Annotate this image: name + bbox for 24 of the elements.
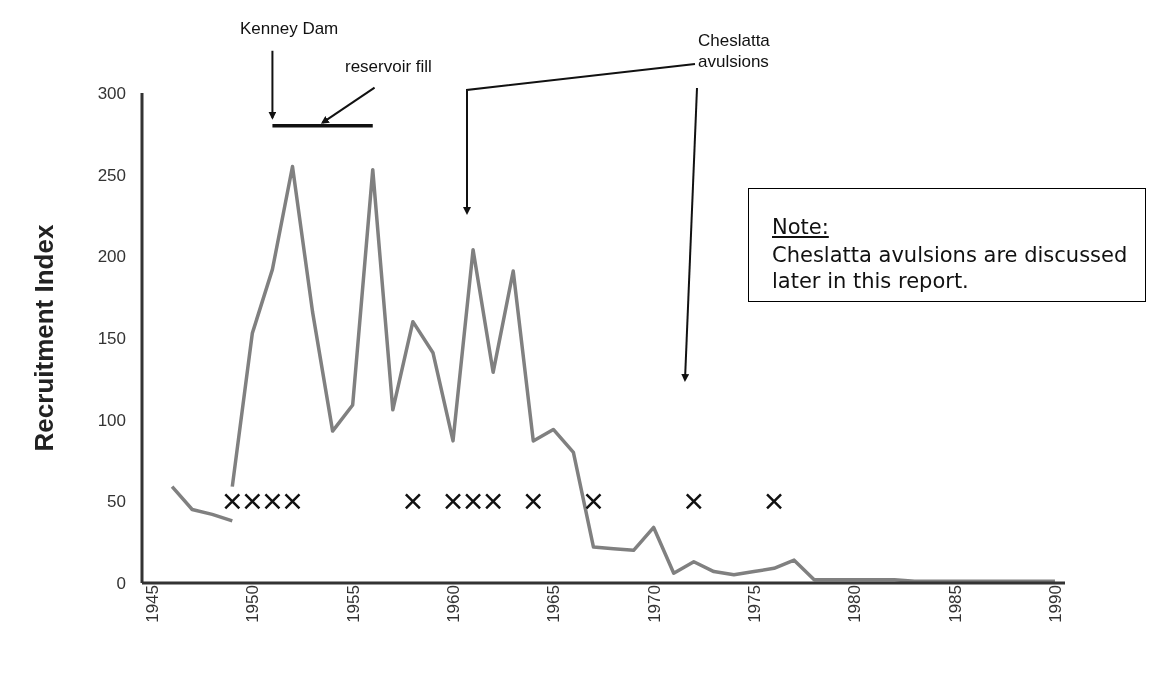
- annotation: Cheslatta avulsions are discussed later in this report.: [772, 242, 1129, 295]
- x-tick-label: 1945: [143, 585, 163, 623]
- y-tick-label: 200: [97, 247, 126, 267]
- y-tick-label: 150: [97, 329, 126, 349]
- y-tick-label: 0: [116, 574, 126, 594]
- y-tick-label: 300: [97, 84, 126, 104]
- x-tick-label: 1975: [745, 585, 765, 623]
- x-tick-label: 1950: [243, 585, 263, 623]
- annotation: Note:: [772, 214, 830, 241]
- y-tick-label: 250: [97, 165, 126, 185]
- line-series: [170, 484, 235, 523]
- annotation: reservoir fill: [345, 56, 433, 78]
- x-tick-label: 1970: [644, 585, 664, 623]
- x-tick-label: 1955: [343, 585, 363, 623]
- x-tick-label: 1980: [845, 585, 865, 623]
- x-tick-label: 1965: [544, 585, 564, 623]
- x-tick-label: 1985: [945, 585, 965, 623]
- y-tick-label: 100: [97, 410, 126, 430]
- x-tick-label: 1960: [444, 585, 464, 623]
- annotation: Kenney Dam: [240, 18, 340, 40]
- y-axis-title: Recruitment Index: [28, 224, 60, 452]
- x-tick-label: 1990: [1046, 585, 1066, 623]
- text: Cheslatta avulsions: [698, 30, 771, 73]
- y-tick-label: 50: [107, 492, 126, 512]
